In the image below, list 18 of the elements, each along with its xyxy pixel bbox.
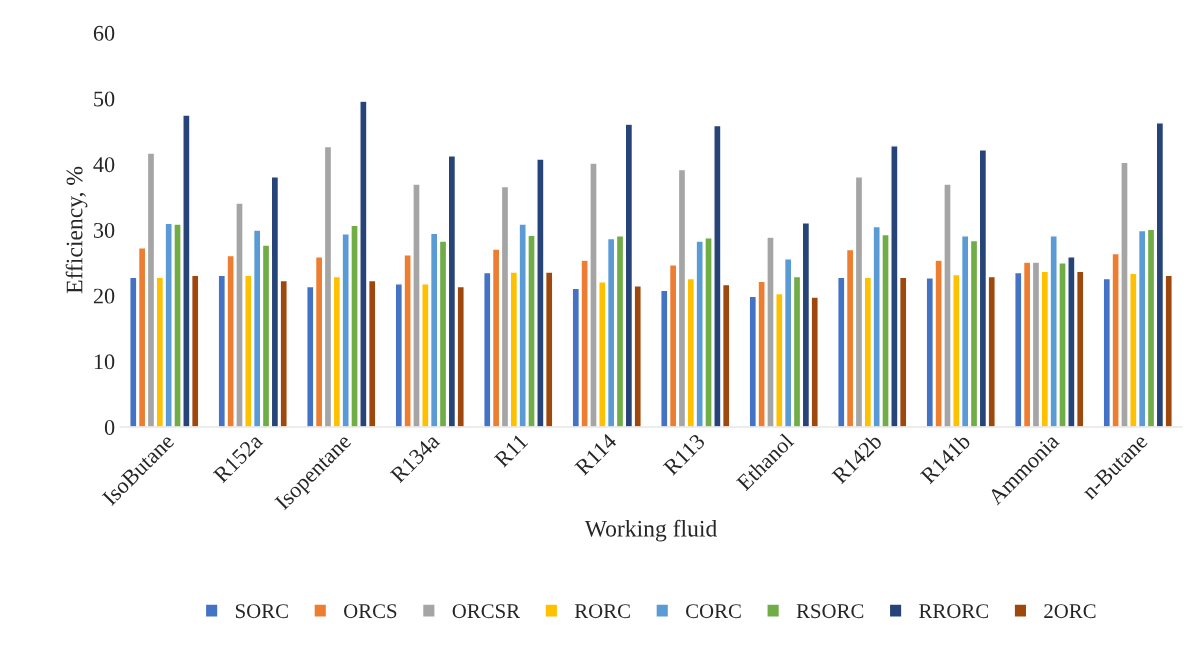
- legend-label: RORC: [574, 604, 630, 619]
- x-tick-label: R11: [493, 433, 529, 468]
- y-tick-label: 0: [104, 419, 115, 435]
- legend-label: ORCS: [344, 604, 397, 619]
- legend-label: SORC: [235, 604, 288, 619]
- x-axis-title: Working fluid: [584, 519, 717, 542]
- y-tick-label: 40: [93, 157, 115, 173]
- legend-label: ORCSR: [452, 604, 521, 619]
- legend-label: CORC: [686, 604, 741, 619]
- legend-label: RSORC: [796, 604, 864, 619]
- y-tick-label: 10: [94, 354, 115, 370]
- y-tick-label: 30: [93, 222, 115, 238]
- legend-label: 2ORC: [1044, 604, 1096, 619]
- legend-label: RRORC: [919, 604, 989, 619]
- y-tick-label: 60: [93, 25, 115, 41]
- y-tick-label: 20: [93, 288, 115, 304]
- y-axis-title: Efficiency, %: [65, 166, 88, 294]
- y-tick-label: 50: [94, 91, 115, 107]
